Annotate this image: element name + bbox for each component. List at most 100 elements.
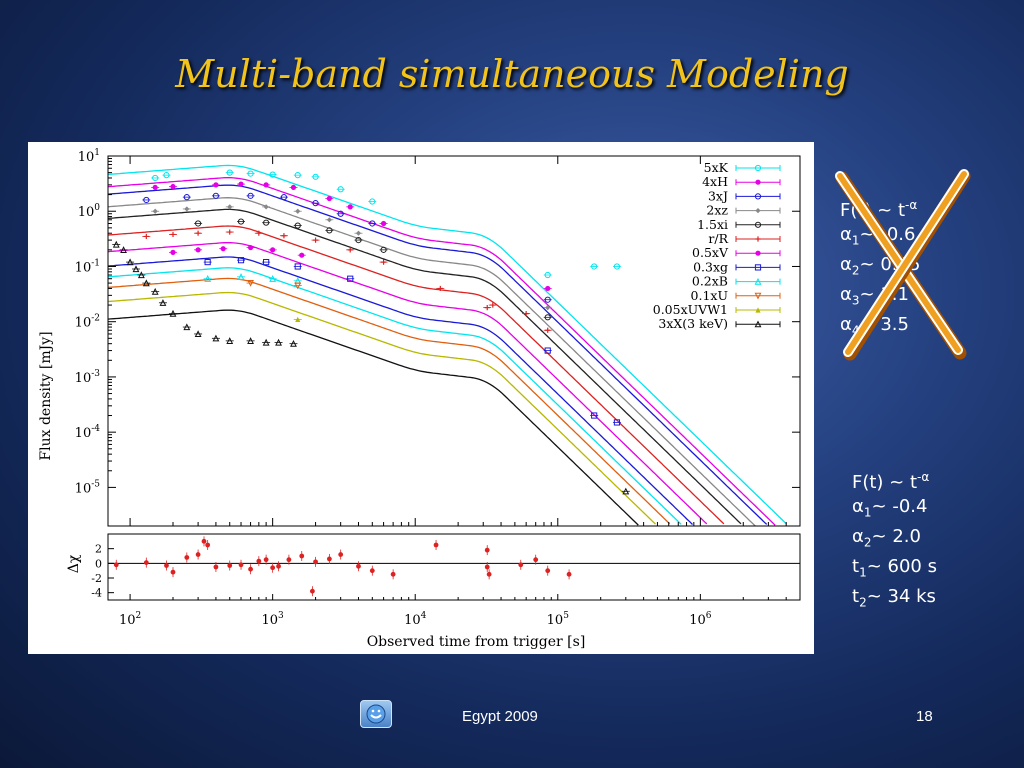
data-point-9 (294, 282, 302, 290)
smiley-icon[interactable] (360, 700, 392, 728)
legend-entry-label: 0.1xU (691, 288, 728, 303)
data-point-3 (263, 204, 269, 210)
fit-value: ~ 2.0 (871, 526, 921, 547)
data-point-5 (347, 247, 353, 253)
residual-point (356, 563, 361, 569)
data-point-6 (299, 252, 305, 258)
legend-entry-label: r/R (708, 231, 728, 246)
data-point-5 (281, 233, 287, 239)
data-point-0 (269, 171, 276, 178)
new-fit-line: t2~ 34 ks (852, 582, 1002, 612)
legend-entry-label: 0.3xg (693, 259, 728, 274)
legend-marker (755, 236, 761, 242)
data-point-2 (312, 200, 319, 207)
y-tick-label: 10-5 (75, 479, 101, 496)
data-point-11 (183, 323, 191, 331)
data-point-3 (355, 230, 362, 236)
y-tick-label: 10-2 (75, 314, 100, 331)
data-point-11 (112, 240, 120, 248)
x-tick-exponent: 3 (278, 611, 284, 621)
data-point-0 (337, 186, 344, 193)
legend-entry-label: 5xK (704, 160, 729, 175)
residual-point (270, 565, 276, 571)
data-point-11 (151, 287, 159, 295)
data-point-0 (544, 271, 551, 279)
data-point-1 (213, 182, 219, 188)
data-point-1 (152, 184, 158, 191)
data-point-3 (152, 208, 158, 214)
data-point-0 (312, 173, 319, 180)
residual-point (113, 562, 119, 568)
data-point-4 (355, 237, 362, 244)
residual-point (143, 560, 149, 565)
x-tick-label: 106 (689, 611, 712, 628)
x-tick-label: 103 (262, 611, 285, 628)
fit-exponent: -α (905, 198, 918, 212)
fit-subscript: 1 (859, 565, 867, 580)
data-point-1 (263, 182, 269, 188)
data-point-5 (227, 229, 233, 235)
y-tick-label: 101 (78, 148, 100, 165)
data-point-0 (247, 170, 254, 177)
data-point-5 (437, 285, 443, 292)
data-point-2 (247, 192, 254, 199)
fit-lead: α (840, 254, 852, 275)
fit-lead: t (852, 556, 860, 577)
residual-point (286, 557, 292, 563)
data-point-1 (347, 204, 353, 210)
residual-tick-label: 0 (95, 557, 102, 570)
residual-point (227, 563, 233, 568)
residual-point (484, 547, 490, 553)
fit-lead: α (852, 496, 864, 517)
data-point-3 (227, 204, 233, 210)
data-point-11 (212, 334, 220, 342)
residual-point (533, 557, 539, 563)
data-point-11 (132, 265, 140, 273)
fit-subscript: 4 (851, 323, 860, 338)
fit-subscript: 1 (851, 233, 860, 248)
x-tick-base: 10 (404, 613, 421, 628)
legend-marker (754, 221, 762, 228)
y-tick-base: 10 (75, 316, 92, 331)
residual-point (213, 564, 219, 570)
data-point-11 (159, 299, 167, 306)
data-point-5 (380, 259, 387, 265)
data-point-0 (294, 172, 301, 179)
data-point-0 (152, 174, 159, 182)
data-point-11 (247, 337, 254, 344)
residual-point (484, 564, 490, 570)
y-tick-label: 10-1 (75, 258, 100, 275)
slide-number: 18 (916, 708, 933, 725)
data-point-11 (194, 330, 202, 338)
residual-point (486, 571, 492, 577)
fit-value: ~ 34 ks (866, 586, 936, 607)
residual-point (263, 557, 269, 563)
residual-point (518, 562, 524, 568)
model-curve-2 (107, 184, 768, 525)
data-point-1 (238, 181, 244, 187)
y-tick-exponent: -4 (91, 424, 100, 434)
x-tick-base: 10 (119, 613, 136, 628)
fit-lead: α (840, 224, 852, 245)
data-point-6 (270, 247, 276, 253)
residual-point (338, 552, 344, 557)
fit-subscript: 3 (851, 293, 860, 308)
data-point-5 (256, 230, 262, 236)
fit-subscript: 2 (863, 535, 872, 550)
y-tick-exponent: 1 (94, 148, 100, 158)
data-point-6 (220, 246, 226, 252)
data-point-6 (170, 249, 176, 255)
data-point-11 (142, 279, 150, 287)
data-point-4 (380, 246, 387, 253)
y-tick-base: 10 (75, 481, 92, 496)
legend-entry-label: 1.5xi (697, 217, 728, 232)
data-point-11 (275, 338, 282, 346)
model-curve-8 (107, 267, 682, 525)
residual-point (184, 555, 190, 560)
data-point-5 (170, 231, 176, 238)
fit-lead: α (840, 284, 852, 305)
data-point-9 (247, 279, 254, 287)
new-fit-line: t1~ 600 s (852, 552, 1002, 582)
legend-marker (754, 164, 762, 172)
residual-axis-label: Δχ (66, 554, 82, 573)
